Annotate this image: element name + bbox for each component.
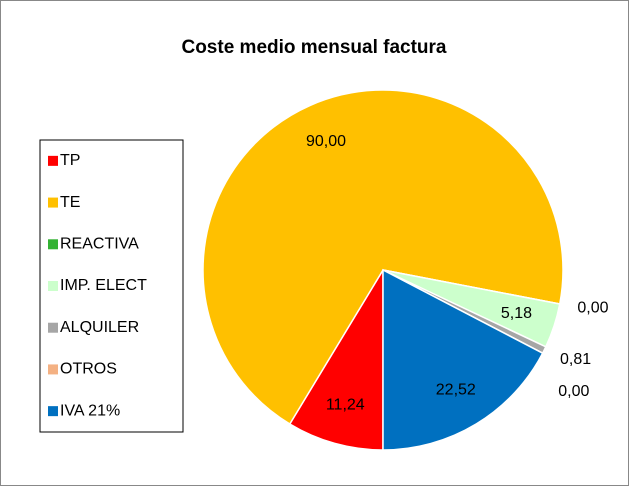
data-label: 0,00: [558, 383, 589, 400]
legend-swatch: [48, 155, 58, 166]
pie-slice: [382, 268, 544, 451]
data-label: 11,24: [326, 396, 365, 413]
data-label: 90,00: [306, 133, 346, 150]
data-label: 5,18: [501, 305, 532, 322]
legend-label: OTROS: [60, 361, 117, 378]
data-label: 22,52: [436, 381, 476, 398]
legend-swatch: [48, 281, 58, 291]
chart-title: Coste medio mensual factura: [181, 37, 446, 58]
legend-box: [39, 139, 184, 433]
legend-swatch: [48, 364, 58, 375]
legend-swatch: [48, 239, 58, 250]
legend-swatch: [48, 322, 58, 333]
data-label: 0,00: [577, 299, 608, 316]
legend-label: TP: [60, 152, 80, 169]
pie-slice: [288, 267, 384, 451]
legend-swatch: [48, 197, 58, 208]
pie-slice: [202, 89, 564, 426]
legend-swatch: [48, 406, 58, 417]
legend-label: TE: [60, 194, 80, 211]
legend-label: IMP. ELECT: [60, 277, 147, 294]
legend-label: ALQUILER: [60, 319, 139, 336]
legend-label: IVA 21%: [60, 402, 120, 419]
data-label: 0,81: [560, 351, 591, 368]
legend-label: REACTIVA: [60, 236, 139, 253]
